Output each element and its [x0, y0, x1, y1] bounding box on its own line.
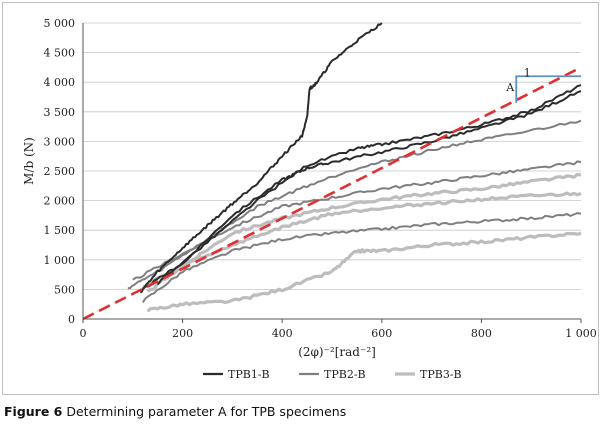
legend-label-tpb3-b: TPB3-B — [420, 368, 462, 381]
series-line-tpb3-b-2 — [146, 172, 582, 293]
annotation-a: A — [505, 81, 515, 94]
series-line-tpb1-b-3 — [156, 84, 582, 286]
y-axis-title: M/b (N) — [22, 137, 36, 185]
series-layer — [127, 22, 582, 313]
x-tick-label: 0 — [80, 327, 87, 340]
y-tick-label: 4 000 — [44, 76, 76, 89]
y-tick-label: 0 — [68, 313, 75, 326]
series-line-tpb3-b-3 — [146, 231, 582, 313]
x-tick-label: 800 — [471, 327, 492, 340]
y-tick-label: 5 000 — [44, 17, 76, 30]
caption-text: Determining parameter A for TPB specimen… — [66, 404, 347, 419]
chart-svg: 0 500 1 000 1 500 2 000 2 500 3 000 3 500 4 000 4… — [22, 17, 597, 381]
legend-label-tpb1-b: TPB1-B — [228, 368, 270, 381]
y-tick-label: 2 000 — [44, 195, 76, 208]
legend: TPB1-B TPB2-B TPB3-B — [203, 368, 462, 381]
x-axis-title: (2φ)⁻²[rad⁻²] — [298, 345, 376, 359]
slope-marker — [515, 75, 581, 103]
fit-line — [82, 66, 582, 321]
figure-frame: 0 500 1 000 1 500 2 000 2 500 3 000 3 500 4 000 4… — [2, 2, 599, 395]
y-tick-label: 1 500 — [44, 224, 76, 237]
y-tick-label: 3 500 — [44, 106, 76, 119]
x-tick-label: 400 — [272, 327, 293, 340]
caption-label: Figure 6 — [4, 404, 63, 419]
y-tick-label: 2 500 — [44, 165, 76, 178]
series-line-tpb3-b-1 — [142, 191, 582, 288]
series-line-tpb2-b-2 — [132, 160, 582, 281]
x-tick-label: 600 — [371, 327, 392, 340]
y-tick-label: 500 — [54, 283, 75, 296]
grid-layer — [83, 22, 581, 290]
series-line-tpb2-b-3 — [141, 212, 582, 304]
y-tick-label: 1 000 — [44, 254, 76, 267]
y-tick-label: 4 500 — [44, 47, 76, 60]
figure-caption: Figure 6 Determining parameter A for TPB… — [4, 404, 598, 419]
series-line-tpb1-b-2 — [142, 90, 582, 290]
series-line-tpb2-b-1 — [127, 119, 582, 290]
series-line-tpb1-b-1 — [140, 22, 383, 294]
fit-layer — [82, 66, 582, 321]
annotation-layer: 1A — [505, 66, 581, 103]
axis-layer: 0 500 1 000 1 500 2 000 2 500 3 000 3 500 4 000 4… — [44, 17, 597, 340]
y-tick-label: 3 000 — [44, 135, 76, 148]
x-tick-label: 1 000 — [565, 327, 597, 340]
annotation-1: 1 — [524, 66, 531, 79]
x-tick-label: 200 — [172, 327, 193, 340]
legend-label-tpb2-b: TPB2-B — [324, 368, 366, 381]
